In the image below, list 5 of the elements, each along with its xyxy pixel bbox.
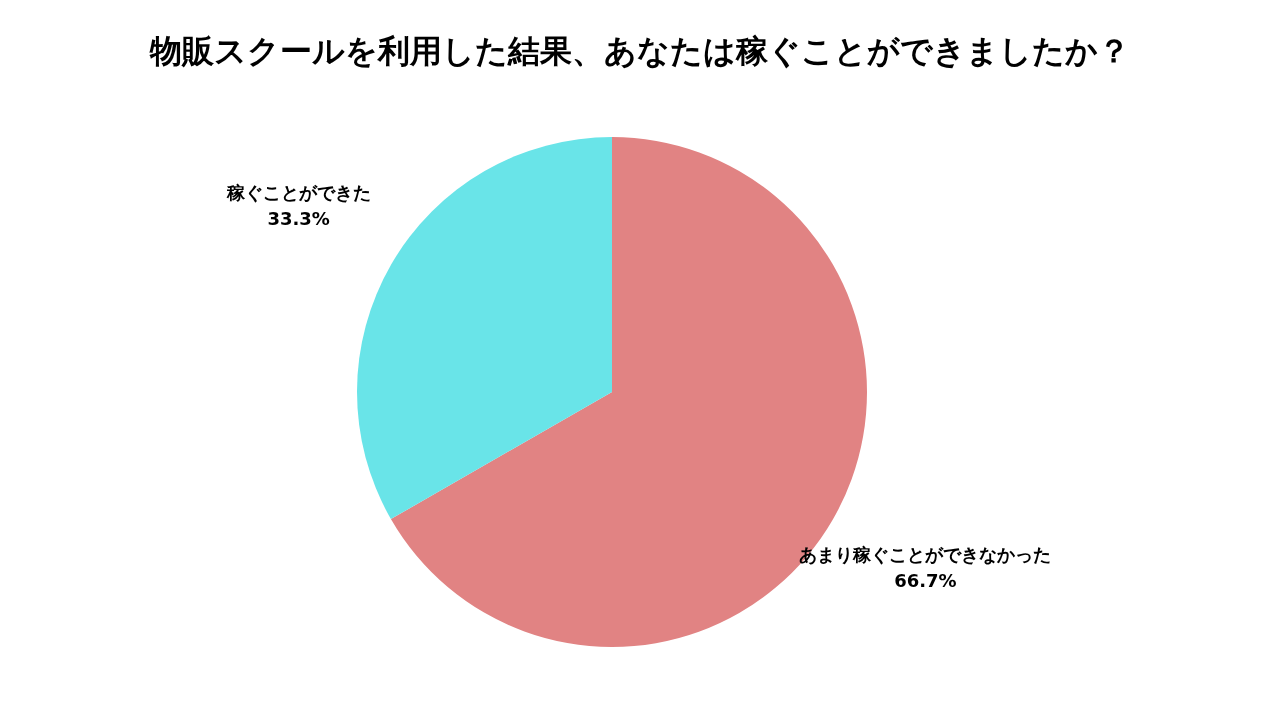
- slice-label: あまり稼ぐことができなかった: [799, 544, 1052, 566]
- chart-title: 物販スクールを利用した結果、あなたは稼ぐことができましたか？: [149, 32, 1130, 70]
- data-label: 33.3%: [267, 207, 330, 229]
- slice-label: 稼ぐことができた: [225, 181, 371, 203]
- data-label: 66.7%: [894, 570, 957, 592]
